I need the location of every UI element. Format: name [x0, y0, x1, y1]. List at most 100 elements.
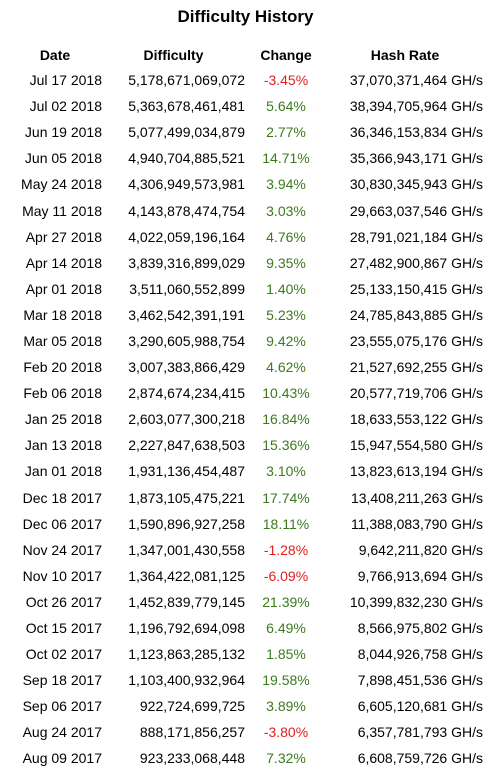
difficulty-cell: 2,227,847,638,503 [128, 437, 245, 454]
difficulty-cell: 3,839,316,899,029 [128, 254, 245, 271]
difficulty-cell: 4,143,878,474,754 [128, 202, 245, 219]
table-row: Oct 02 2017 1,123,863,285,132 1.85% 8,044,9… [8, 641, 483, 667]
hash-rate-cell: 38,394,705,964 GH/s [349, 98, 483, 115]
difficulty-cell: 1,103,400,932,964 [128, 672, 245, 689]
table-row: Jan 13 2018 2,227,847,638,503 15.36% 15,947… [8, 432, 483, 458]
table-row: Nov 24 2017 1,347,001,430,558 -1.28% 9,642,… [8, 537, 483, 563]
change-cell: 14.71% [262, 150, 310, 167]
change-cell: 5.64% [266, 98, 306, 115]
change-cell: 3.03% [266, 202, 306, 219]
table-row: Aug 24 2017 888,171,856,257 -3.80% 6,357,78… [8, 719, 483, 745]
change-cell: -6.09% [263, 567, 309, 584]
table-row: Sep 06 2017 922,724,699,725 3.89% 6,605,120… [8, 693, 483, 719]
table-row: Apr 27 2018 4,022,059,196,164 4.76% 28,791,… [8, 224, 483, 250]
date-cell: Nov 10 2017 [22, 567, 102, 584]
date-cell: Apr 01 2018 [25, 280, 102, 297]
table-row: May 24 2018 4,306,949,573,981 3.94% 30,830,… [8, 171, 483, 197]
difficulty-history-table: Date Difficulty Change Hash Rate Jul 17 … [8, 43, 483, 772]
difficulty-cell: 923,233,068,448 [139, 750, 245, 767]
date-cell: Sep 18 2017 [22, 672, 102, 689]
table-row: Jul 02 2018 5,363,678,461,481 5.64% 38,394,… [8, 93, 483, 119]
date-cell: Oct 26 2017 [25, 593, 102, 610]
difficulty-cell: 5,363,678,461,481 [128, 98, 245, 115]
difficulty-cell: 2,874,674,234,415 [128, 385, 245, 402]
change-cell: 4.62% [266, 359, 306, 376]
difficulty-cell: 4,306,949,573,981 [128, 176, 245, 193]
table-row: Nov 10 2017 1,364,422,081,125 -6.09% 9,766,… [8, 563, 483, 589]
difficulty-cell: 3,290,605,988,754 [128, 332, 245, 349]
date-cell: Jan 13 2018 [24, 437, 102, 454]
table-body: Jul 17 2018 5,178,671,069,072 -3.45% 37,070… [8, 67, 483, 772]
hash-rate-cell: 18,633,553,122 GH/s [349, 411, 483, 428]
table-row: Oct 15 2017 1,196,792,694,098 6.49% 8,566,9… [8, 615, 483, 641]
column-header-change: Change [260, 47, 312, 63]
change-cell: 1.85% [266, 646, 306, 663]
table-row: Dec 18 2017 1,873,105,475,221 17.74% 13,408… [8, 485, 483, 511]
difficulty-cell: 1,931,136,454,487 [128, 463, 245, 480]
change-cell: 3.89% [266, 698, 306, 715]
difficulty-cell: 5,178,671,069,072 [128, 72, 245, 89]
hash-rate-cell: 24,785,843,885 GH/s [349, 306, 483, 323]
hash-rate-cell: 8,044,926,758 GH/s [357, 646, 483, 663]
table-row: Sep 18 2017 1,103,400,932,964 19.58% 7,898,… [8, 667, 483, 693]
date-cell: Sep 06 2017 [22, 698, 102, 715]
change-cell: 6.49% [266, 620, 306, 637]
date-cell: Oct 15 2017 [25, 620, 102, 637]
change-cell: 10.43% [262, 385, 310, 402]
hash-rate-cell: 25,133,150,415 GH/s [349, 280, 483, 297]
change-cell: 18.11% [262, 515, 310, 532]
hash-rate-cell: 13,823,613,194 GH/s [349, 463, 483, 480]
table-row: Apr 01 2018 3,511,060,552,899 1.40% 25,133,… [8, 276, 483, 302]
hash-rate-cell: 8,566,975,802 GH/s [357, 620, 483, 637]
hash-rate-cell: 23,555,075,176 GH/s [349, 332, 483, 349]
date-cell: Jul 02 2018 [29, 98, 102, 115]
hash-rate-cell: 10,399,832,230 GH/s [349, 593, 483, 610]
date-cell: May 11 2018 [22, 202, 102, 219]
date-cell: Apr 27 2018 [25, 228, 102, 245]
difficulty-cell: 3,007,383,866,429 [128, 359, 245, 376]
table-row: Jan 25 2018 2,603,077,300,218 16.84% 18,633… [8, 406, 483, 432]
hash-rate-cell: 9,766,913,694 GH/s [357, 567, 483, 584]
change-cell: 9.42% [266, 332, 306, 349]
difficulty-cell: 3,462,542,391,191 [128, 306, 245, 323]
hash-rate-cell: 6,608,759,726 GH/s [357, 750, 483, 767]
date-cell: Aug 24 2017 [22, 724, 102, 741]
hash-rate-cell: 28,791,021,184 GH/s [349, 228, 483, 245]
change-cell: 4.76% [266, 228, 306, 245]
difficulty-cell: 1,452,839,779,145 [128, 593, 245, 610]
change-cell: -3.45% [263, 72, 309, 89]
change-cell: 16.84% [262, 411, 310, 428]
difficulty-cell: 4,940,704,885,521 [128, 150, 245, 167]
date-cell: Aug 09 2017 [22, 750, 102, 767]
date-cell: Jun 05 2018 [24, 150, 102, 167]
change-cell: 21.39% [262, 593, 310, 610]
date-cell: Mar 18 2018 [23, 306, 102, 323]
date-cell: Jun 19 2018 [24, 124, 102, 141]
difficulty-cell: 1,196,792,694,098 [128, 620, 245, 637]
hash-rate-cell: 9,642,211,820 GH/s [358, 541, 483, 558]
hash-rate-cell: 29,663,037,546 GH/s [349, 202, 483, 219]
hash-rate-cell: 15,947,554,580 GH/s [349, 437, 483, 454]
difficulty-cell: 5,077,499,034,879 [128, 124, 245, 141]
difficulty-cell: 1,364,422,081,125 [128, 567, 245, 584]
column-header-date: Date [39, 47, 71, 63]
date-cell: Dec 06 2017 [22, 515, 102, 532]
table-row: Jun 19 2018 5,077,499,034,879 2.77% 36,346,… [8, 119, 483, 145]
hash-rate-cell: 13,408,211,263 GH/s [350, 489, 483, 506]
difficulty-cell: 3,511,060,552,899 [129, 280, 245, 297]
difficulty-cell: 922,724,699,725 [139, 698, 245, 715]
column-header-difficulty: Difficulty [143, 47, 204, 63]
table-row: Jan 01 2018 1,931,136,454,487 3.10% 13,823,… [8, 458, 483, 484]
date-cell: May 24 2018 [21, 176, 102, 193]
hash-rate-cell: 30,830,345,943 GH/s [349, 176, 483, 193]
date-cell: Jan 01 2018 [24, 463, 102, 480]
table-row: Aug 09 2017 923,233,068,448 7.32% 6,608,759… [8, 745, 483, 771]
difficulty-cell: 2,603,077,300,218 [128, 411, 245, 428]
date-cell: Jan 25 2018 [24, 411, 102, 428]
table-row: Jul 17 2018 5,178,671,069,072 -3.45% 37,070… [8, 67, 483, 93]
hash-rate-cell: 6,357,781,793 GH/s [357, 724, 483, 741]
table-header: Date Difficulty Change Hash Rate [8, 43, 483, 67]
change-cell: 2.77% [266, 124, 306, 141]
change-cell: 3.10% [266, 463, 306, 480]
date-cell: Apr 14 2018 [25, 254, 102, 271]
